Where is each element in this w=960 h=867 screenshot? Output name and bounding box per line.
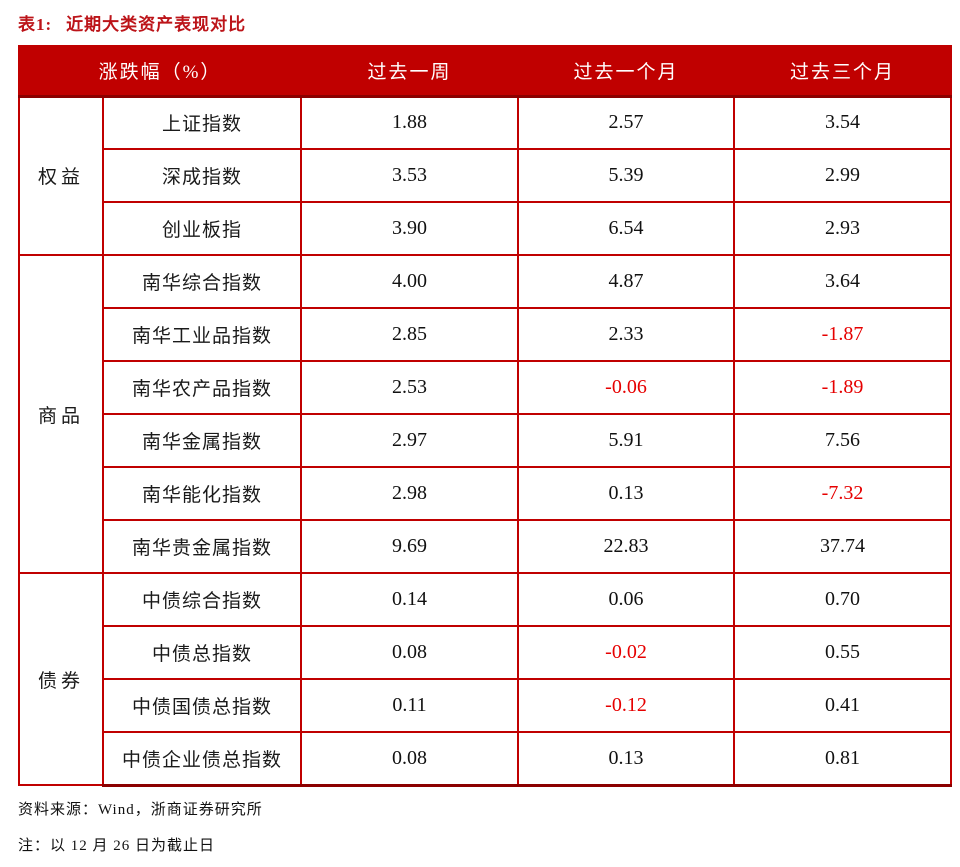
value-quarter: 7.56: [733, 413, 953, 468]
table-header-row: 涨跌幅（%） 过去一周 过去一个月 过去三个月: [17, 45, 953, 98]
index-name: 南华工业品指数: [101, 307, 303, 362]
value-week: 0.11: [300, 678, 520, 733]
value-quarter: -7.32: [733, 466, 953, 521]
value-month: 0.06: [517, 572, 736, 627]
index-name: 深成指数: [101, 148, 303, 203]
table-row: 中债总指数 0.08 -0.02 0.55: [19, 625, 953, 680]
value-quarter: -1.89: [733, 360, 953, 415]
value-month: -0.06: [517, 360, 736, 415]
value-week: 0.08: [300, 625, 520, 680]
table-row: 创业板指 3.90 6.54 2.93: [19, 201, 953, 256]
index-name: 中债综合指数: [101, 572, 303, 627]
table-row: 南华农产品指数 2.53 -0.06 -1.89: [19, 360, 953, 415]
value-month: 4.87: [517, 254, 736, 309]
header-metric: 涨跌幅（%）: [17, 45, 303, 98]
table-row: 中债企业债总指数 0.08 0.13 0.81: [19, 731, 953, 787]
index-name: 南华金属指数: [101, 413, 303, 468]
value-quarter: 2.93: [733, 201, 953, 256]
value-month: 5.91: [517, 413, 736, 468]
header-past-week: 过去一周: [300, 45, 520, 98]
value-quarter: 37.74: [733, 519, 953, 574]
value-month: -0.12: [517, 678, 736, 733]
value-quarter: 2.99: [733, 148, 953, 203]
header-past-quarter: 过去三个月: [733, 45, 953, 98]
group-label-commodity: 商品: [18, 254, 104, 574]
index-name: 中债总指数: [101, 625, 303, 680]
value-week: 2.53: [300, 360, 520, 415]
table-row: 南华工业品指数 2.85 2.33 -1.87: [19, 307, 953, 362]
table-title: 表1: 近期大类资产表现对比: [18, 10, 246, 35]
header-past-month: 过去一个月: [517, 45, 736, 98]
index-name: 中债企业债总指数: [101, 731, 303, 787]
index-name: 上证指数: [101, 95, 303, 150]
value-month: -0.02: [517, 625, 736, 680]
table-row: 南华贵金属指数 9.69 22.83 37.74: [19, 519, 953, 574]
value-week: 2.85: [300, 307, 520, 362]
value-quarter: -1.87: [733, 307, 953, 362]
group-label-bond: 债券: [18, 572, 104, 786]
value-week: 4.00: [300, 254, 520, 309]
index-name: 南华综合指数: [101, 254, 303, 309]
index-name: 南华能化指数: [101, 466, 303, 521]
value-week: 0.08: [300, 731, 520, 787]
value-quarter: 3.54: [733, 95, 953, 150]
table-row: 商品 南华综合指数 4.00 4.87 3.64: [18, 254, 953, 574]
source-note: 资料来源：Wind，浙商证券研究所: [18, 802, 263, 818]
table-row: 深成指数 3.53 5.39 2.99: [19, 148, 953, 203]
table-title-text: 近期大类资产表现对比: [66, 15, 247, 34]
index-name: 中债国债总指数: [101, 678, 303, 733]
value-week: 3.90: [300, 201, 520, 256]
value-month: 2.33: [517, 307, 736, 362]
value-quarter: 0.41: [733, 678, 953, 733]
group-label-equity: 权益: [18, 95, 104, 256]
table-row: 南华金属指数 2.97 5.91 7.56: [19, 413, 953, 468]
value-month: 0.13: [517, 466, 736, 521]
table-number-label: 表1:: [18, 15, 53, 34]
value-month: 22.83: [517, 519, 736, 574]
table-row: 中债国债总指数 0.11 -0.12 0.41: [19, 678, 953, 733]
value-week: 1.88: [300, 95, 520, 150]
value-week: 3.53: [300, 148, 520, 203]
asset-performance-table: 涨跌幅（%） 过去一周 过去一个月 过去三个月 权益 上证指数 1.88 2.5…: [17, 45, 953, 787]
cutoff-date-note: 注：以 12 月 26 日为截止日: [18, 838, 216, 854]
value-week: 2.97: [300, 413, 520, 468]
table-row: 权益 上证指数 1.88 2.57 3.54: [18, 95, 953, 256]
value-month: 5.39: [517, 148, 736, 203]
index-name: 南华农产品指数: [101, 360, 303, 415]
value-week: 9.69: [300, 519, 520, 574]
table-row: 南华能化指数 2.98 0.13 -7.32: [19, 466, 953, 521]
value-month: 6.54: [517, 201, 736, 256]
index-name: 创业板指: [101, 201, 303, 256]
value-month: 2.57: [517, 95, 736, 150]
value-quarter: 0.55: [733, 625, 953, 680]
value-quarter: 0.81: [733, 731, 953, 787]
index-name: 南华贵金属指数: [101, 519, 303, 574]
value-month: 0.13: [517, 731, 736, 787]
value-quarter: 3.64: [733, 254, 953, 309]
table-row: 债券 中债综合指数 0.14 0.06 0.70: [18, 572, 953, 786]
value-week: 2.98: [300, 466, 520, 521]
value-week: 0.14: [300, 572, 520, 627]
value-quarter: 0.70: [733, 572, 953, 627]
